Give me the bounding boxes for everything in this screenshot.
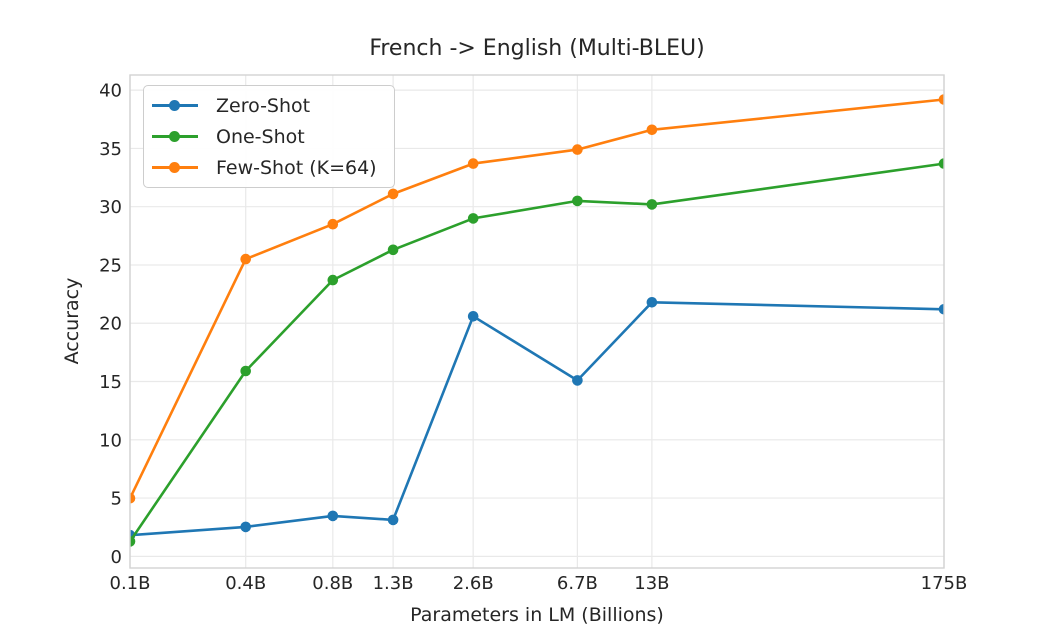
y-tick-label: 40 — [99, 81, 122, 102]
data-point — [467, 311, 479, 322]
data-point — [130, 536, 136, 547]
data-point — [240, 253, 251, 265]
x-tick-label: 0.4B — [225, 573, 266, 594]
legend-label-one-shot: One-Shot — [216, 125, 305, 148]
one-shot-marker-icon — [152, 131, 198, 143]
y-tick-label: 15 — [99, 372, 122, 393]
few-shot-marker-icon — [152, 162, 198, 174]
data-point — [327, 218, 339, 230]
legend-item-few-shot: Few-Shot (K=64) — [152, 154, 386, 182]
legend-label-zero-shot: Zero-Shot — [216, 94, 311, 117]
data-point — [240, 521, 251, 533]
y-tick-label: 0 — [111, 547, 122, 568]
y-tick-label: 35 — [99, 139, 122, 160]
data-point — [938, 304, 944, 315]
data-point — [938, 94, 944, 105]
data-point — [387, 188, 399, 200]
x-tick-label: 175B — [921, 573, 968, 594]
y-tick-label: 5 — [111, 489, 122, 510]
series-lines — [130, 94, 944, 547]
zero-shot-marker-icon — [152, 100, 198, 112]
y-tick-label: 20 — [99, 314, 122, 335]
x-tick-label: 0.8B — [312, 573, 353, 594]
legend-label-few-shot: Few-Shot (K=64) — [216, 156, 377, 179]
series-line — [130, 98, 944, 499]
legend-item-one-shot: One-Shot — [152, 123, 386, 151]
data-point — [572, 375, 583, 386]
chart-title: French -> English (Multi-BLEU) — [369, 36, 705, 61]
data-point — [572, 144, 583, 155]
y-tick-label: 10 — [99, 430, 122, 451]
y-tick-label: 30 — [99, 197, 122, 218]
data-point — [646, 297, 658, 308]
x-tick-label: 6.7B — [557, 573, 598, 594]
data-point — [387, 244, 399, 256]
plot-frame — [129, 74, 945, 569]
y-tick-labels: 0 5 10 15 20 25 30 35 40 — [99, 81, 122, 568]
x-tick-label: 2.6B — [453, 573, 494, 594]
series-line — [130, 300, 944, 537]
series-line — [130, 162, 944, 543]
data-point — [572, 195, 583, 207]
data-point — [467, 213, 479, 224]
x-tick-label: 0.1B — [110, 573, 151, 594]
x-tick-labels: 0.1B 0.4B 0.8B 1.3B 2.6B 6.7B 13B 175B — [110, 573, 968, 594]
data-point — [646, 199, 658, 210]
series-one-shot — [130, 158, 944, 547]
legend: Zero-Shot One-Shot Few-Shot (K=64) — [143, 85, 395, 188]
data-point — [938, 158, 944, 169]
x-axis-label: Parameters in LM (Billions) — [410, 604, 664, 626]
data-point — [327, 510, 339, 522]
series-few-shot-k-64 — [130, 94, 944, 504]
data-point — [646, 124, 658, 136]
data-point — [387, 514, 399, 526]
series-zero-shot — [130, 297, 944, 541]
x-tick-label: 1.3B — [373, 573, 414, 594]
data-point — [130, 493, 136, 504]
x-tick-label: 13B — [634, 573, 669, 594]
data-point — [467, 158, 479, 169]
data-point — [240, 365, 251, 377]
legend-item-zero-shot: Zero-Shot — [152, 92, 386, 120]
data-point — [327, 274, 339, 286]
y-tick-label: 25 — [99, 256, 122, 277]
